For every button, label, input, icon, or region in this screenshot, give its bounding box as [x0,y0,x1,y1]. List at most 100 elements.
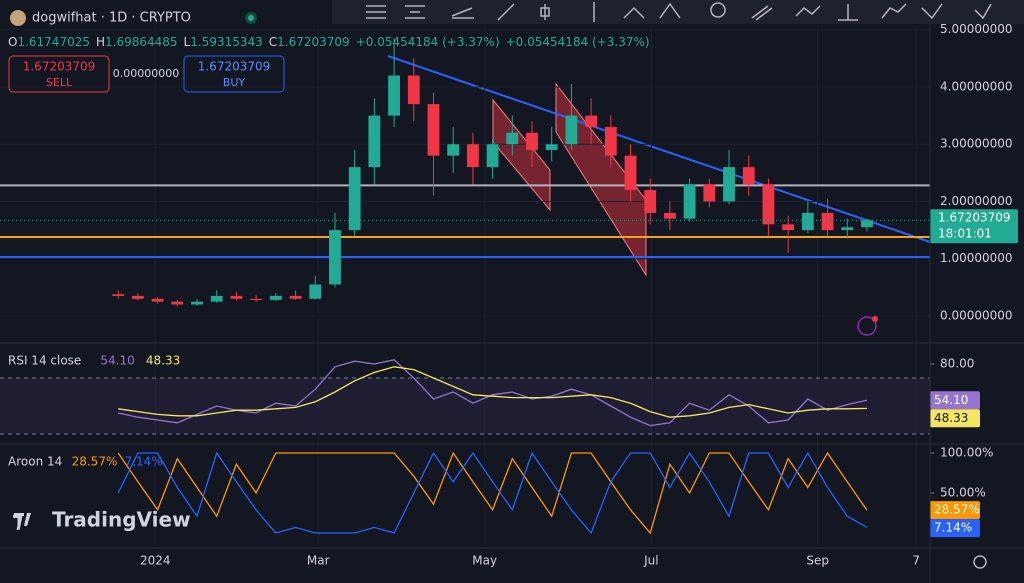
indicator-line [118,359,868,427]
toolbar [332,0,1024,24]
y-tick-label: 5.00000000 [940,22,1013,36]
x-tick-label: 7 [912,554,920,568]
y-tick-label: 50.00% [940,486,986,500]
candle-body [466,144,479,168]
tool-icon[interactable] [659,2,681,19]
ohlc-change: +0.05454184 (+3.37%) [506,35,650,49]
market-status-dot [248,15,254,21]
candle-body [329,230,341,285]
candle-body [191,301,203,305]
tool-icon[interactable] [838,4,858,21]
ohlc-key: C [269,35,277,49]
ohlc-value: 1.67203709 [277,35,350,49]
ohlc-key: O [8,35,17,49]
spread: 0.00000000 [113,67,179,80]
last-price: 1.67203709 [938,211,1011,225]
tool-icon[interactable] [497,3,515,21]
candle-body [407,75,420,105]
plot: 2024 Mar May Jul Sep 7 5.00000000 4.00000000 3.0… [0,22,1018,568]
tool-icon[interactable] [751,5,773,21]
candle-body [762,184,775,225]
ohlc-key: H [96,35,105,49]
candle-body [624,155,637,191]
candle-body [526,132,538,150]
panel-title: Aroon 14 [8,455,62,469]
candle-body [801,212,814,231]
x-tick-label: Jul [643,554,658,568]
tool-icon[interactable] [881,3,907,19]
candle-body [112,294,125,296]
candle-body [171,301,184,305]
value-tag [930,519,980,538]
symbol[interactable]: dogwifhat · 1D · CRYPTO [32,11,191,26]
legend-value: 48.33 [146,354,180,368]
tool-icon[interactable] [974,3,992,20]
candle-body [269,295,282,300]
y-tick-label: 2.00000000 [940,194,1013,208]
value-tag [930,391,980,410]
legend-value: 7.14% [125,455,163,469]
sell-button[interactable] [8,55,110,93]
drawings [387,55,931,277]
candle-body [348,167,361,231]
toolbar-bg [332,0,1024,24]
ohlc-value: 1.61747025 [17,35,90,49]
settings-icon[interactable] [973,555,987,569]
sell-label: SELL [46,76,73,89]
last-price-tag [930,209,1018,244]
tool-icon[interactable] [921,3,943,20]
candle-body [447,144,460,156]
tool-icon[interactable] [623,6,645,19]
ohlc-value: 1.59315343 [190,35,263,49]
ohlc-line: O1.61747025 H1.69864485 L1.59315343 C1.6720… [8,35,650,49]
x-tick-label: Mar [307,554,330,568]
candle-body [388,75,400,116]
ohlc-change: +0.05454184 (+3.37%) [356,35,500,49]
x-tick-label: May [472,554,497,568]
candle-body [427,104,440,156]
legend-value: 28.57% [72,455,118,469]
candle-body [841,227,854,231]
panel-title: RSI 14 close [8,354,81,368]
tool-icon[interactable] [451,7,474,19]
candle-body [368,115,381,168]
symbol-logo [10,10,26,26]
y-tick-label: 100.00% [940,446,993,460]
candle-body [782,224,795,231]
x-tick-label: 2024 [140,554,171,568]
y-tick-label: 3.00000000 [940,137,1013,151]
rsi-band [0,378,930,435]
candle-body [664,212,676,219]
value-tag [930,409,980,428]
legend-value: 54.10 [100,354,134,368]
candle-body [585,115,598,128]
value-tag-label: 7.14% [934,521,972,535]
y-tick-label: 1.00000000 [940,251,1013,265]
y-tick-label: 4.00000000 [940,79,1013,93]
candle-body [132,295,144,299]
indicator-line [117,451,868,535]
tool-icon[interactable] [405,5,425,19]
tool-icon[interactable] [366,5,386,19]
candle-body [230,295,243,299]
x-tick-label: Sep [806,554,829,568]
buy-price: 1.67203709 [198,60,271,74]
value-tag [930,501,980,520]
candle-body [250,298,263,300]
tool-icon[interactable] [795,5,821,17]
candle-body [210,295,223,302]
tool-icon[interactable] [540,4,550,20]
y-tick-label: 80.00 [940,357,974,371]
candle-body [604,127,617,156]
value-tag-label: 54.10 [934,393,968,407]
tool-icon[interactable] [710,2,726,18]
buy-button[interactable] [183,55,285,93]
alert-icon[interactable] [857,316,877,336]
ohlc-text: O1.61747025 H1.69864485 L1.59315343 C1.6720… [8,35,650,49]
candle-body [683,184,696,219]
candle-body [821,212,834,231]
candle-body [289,295,302,299]
candle-body [723,167,735,202]
